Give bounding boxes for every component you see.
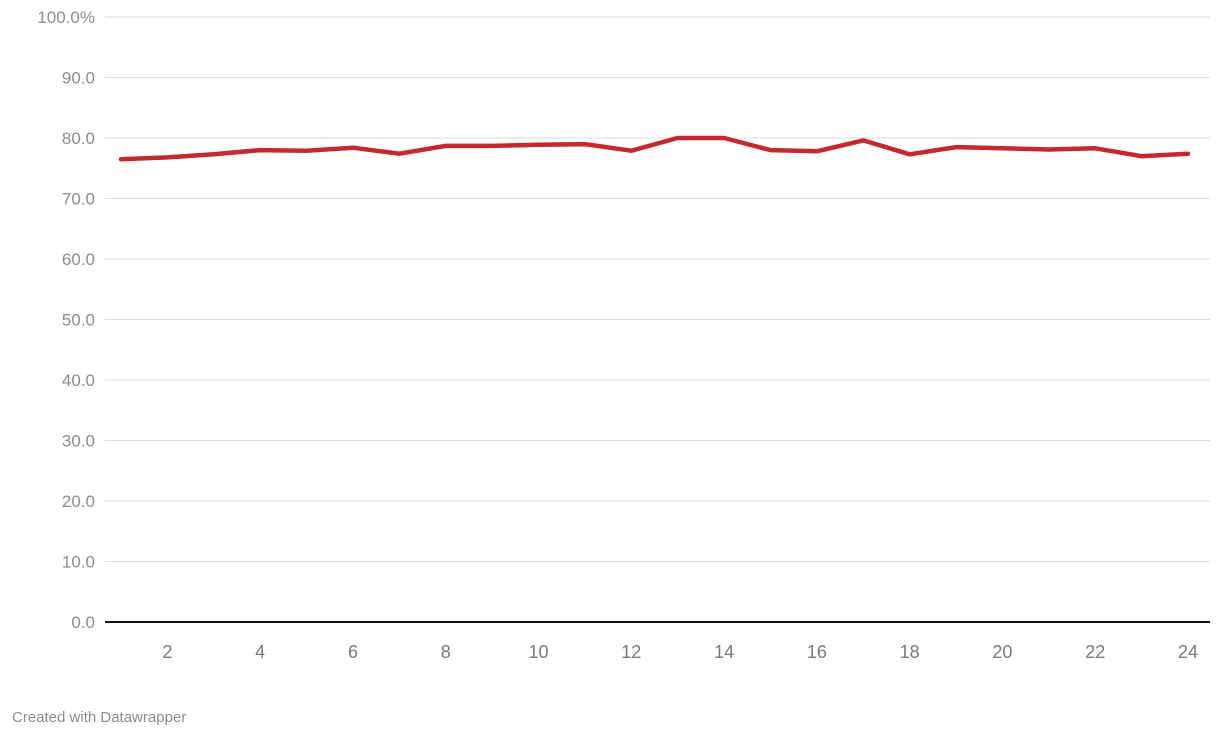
y-tick-label: 40.0: [62, 371, 95, 390]
y-tick-label: 30.0: [62, 432, 95, 451]
x-tick-label: 24: [1178, 642, 1198, 662]
y-tick-label: 80.0: [62, 129, 95, 148]
datawrapper-credit: Created with Datawrapper: [12, 709, 187, 726]
x-tick-label: 4: [255, 642, 265, 662]
x-tick-label: 18: [900, 642, 920, 662]
data-line-share: [118, 135, 1191, 162]
x-tick-label: 22: [1085, 642, 1105, 662]
x-tick-label: 20: [992, 642, 1012, 662]
x-tick-label: 14: [714, 642, 734, 662]
line-chart: 0.0 10.0 20.0 30.0 40.0 50.0 60.0 70.0 80.0 90.0 1…: [37, 8, 1210, 662]
y-tick-label: 0.0: [71, 613, 95, 632]
y-tick-label: 90.0: [62, 69, 95, 88]
y-tick-label: 20.0: [62, 492, 95, 511]
x-tick-label: 2: [162, 642, 172, 662]
y-tick-label: 100.0%: [37, 8, 95, 27]
y-tick-label: 10.0: [62, 553, 95, 572]
x-tick-label: 6: [348, 642, 358, 662]
y-tick-label: 50.0: [62, 311, 95, 330]
x-tick-label: 16: [807, 642, 827, 662]
x-tick-label: 10: [529, 642, 549, 662]
x-tick-label: 8: [441, 642, 451, 662]
y-tick-label: 70.0: [62, 190, 95, 209]
y-tick-label: 60.0: [62, 250, 95, 269]
x-tick-label: 12: [621, 642, 641, 662]
